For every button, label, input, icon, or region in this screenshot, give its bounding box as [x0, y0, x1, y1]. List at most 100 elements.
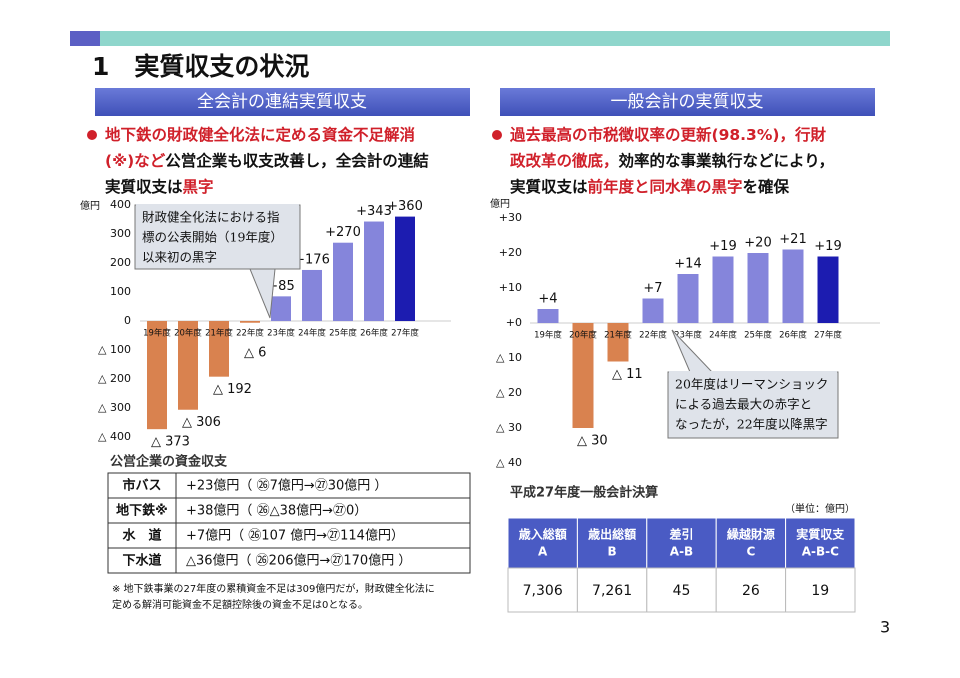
bar [364, 221, 384, 321]
x-tick-label: 23年度 [674, 330, 702, 341]
x-tick-label: 23年度 [267, 328, 295, 339]
bullet-line: 地下鉄の財政健全化法に定める資金不足解消 [105, 125, 415, 144]
right-header-box [500, 88, 875, 116]
x-tick-label: 22年度 [236, 328, 264, 339]
accent-bar [100, 31, 890, 46]
table-title: 公営企業の資金収支 [110, 454, 228, 470]
table-cell [175, 547, 471, 574]
cell-value: 7,261 [592, 583, 632, 599]
y-tick-label: △ 100 [98, 343, 131, 356]
cell-value: 26 [742, 583, 760, 599]
x-tick-label: 19年度 [143, 328, 171, 339]
value-label: +343 [356, 204, 392, 219]
table-cell [715, 567, 787, 613]
table-cell [576, 567, 648, 613]
column-header: 歳入総額 [519, 527, 567, 542]
right-header: 一般会計の実質収支 [611, 92, 764, 112]
value-label: +7 [643, 281, 662, 296]
bullet [87, 130, 97, 140]
column-header: 差引 [668, 527, 693, 542]
y-tick-label: 0 [124, 314, 131, 327]
y-tick-label: 200 [110, 256, 131, 269]
header-cell [785, 517, 856, 569]
bar [677, 274, 699, 323]
y-unit: 億円 [490, 197, 510, 210]
header-cell [507, 517, 578, 569]
bullet-segment: 地下鉄の財政健全化法に定める資金不足解消 [105, 125, 415, 144]
table-cell [507, 567, 578, 613]
value-label: △ 6 [244, 346, 266, 361]
bar [209, 321, 229, 377]
bullet [492, 130, 502, 140]
y-tick-label: +20 [499, 246, 522, 259]
annotation: 財政健全化法における指 [142, 210, 280, 225]
header-cell [715, 517, 787, 569]
x-tick-label: 26年度 [360, 328, 388, 339]
x-tick-label: 27年度 [391, 328, 419, 339]
y-tick-label: △ 40 [496, 456, 522, 469]
header-cell [576, 517, 648, 569]
x-tick-label: 20年度 [174, 328, 202, 339]
bullet-segment: 過去最高の市税徴収率の更新(98.3%)，行財 [509, 125, 826, 144]
row-value: +38億円（ ㉖△38億円→㉗0） [186, 503, 367, 519]
left-header: 全会計の連結実質収支 [197, 92, 367, 112]
table-cell [646, 567, 717, 613]
header-cell [646, 517, 717, 569]
left-header-box [95, 88, 470, 116]
value-label: +85 [267, 279, 294, 294]
x-tick-label: 21年度 [205, 328, 233, 339]
bar [178, 321, 198, 410]
value-label: △ 306 [182, 415, 221, 430]
cell-value: 19 [811, 583, 829, 599]
x-tick-label: 25年度 [329, 328, 357, 339]
value-label: +4 [538, 292, 557, 307]
value-label: △ 192 [213, 382, 252, 397]
bullet-line: 過去最高の市税徴収率の更新(98.3%)，行財 [509, 125, 826, 144]
table-cell [785, 567, 856, 613]
x-tick-label: 24年度 [709, 330, 737, 341]
bullet-segment: 実質収支は [510, 177, 588, 196]
note: 定める解消可能資金不足額控除後の資金不足は0となる。 [112, 598, 368, 611]
bar [782, 249, 804, 323]
row-value: +23億円（ ㉖7億円→㉗30億円 ） [186, 478, 387, 494]
bullet-segment: 公営企業も収支改善し，全会計の連結 [165, 151, 429, 170]
column-header: C [746, 545, 755, 559]
x-tick-label: 19年度 [534, 330, 562, 341]
slide-title: 1 実質収支の状況 [92, 52, 309, 81]
cell-value: 45 [673, 583, 691, 599]
unit: （単位：億円） [785, 502, 855, 515]
annotation: 標の公表開始（19年度） [142, 230, 283, 245]
bar [147, 321, 167, 430]
page-number: 3 [880, 618, 890, 637]
column-header: A-B [670, 545, 693, 559]
row-value: △36億円（ ㉖206億円→㉗170億円 ） [186, 553, 411, 569]
column-header: 実質収支 [796, 527, 845, 542]
value-label: +14 [674, 257, 701, 272]
table-cell [107, 472, 177, 499]
y-tick-label: △ 300 [98, 401, 131, 414]
annotation: による過去最大の赤字と [675, 397, 812, 412]
column-header: B [608, 545, 617, 559]
y-tick-label: △ 200 [98, 372, 131, 385]
column-header: 歳出総額 [588, 527, 636, 542]
x-tick-label: 26年度 [779, 330, 807, 341]
x-tick-label: 22年度 [639, 330, 667, 341]
bullet-segment: 政改革の徹底， [510, 151, 619, 170]
table-cell [107, 547, 177, 574]
callout-cover [669, 371, 837, 374]
bar [712, 256, 734, 323]
y-tick-label: △ 10 [496, 351, 522, 364]
x-tick-label: 20年度 [569, 330, 597, 341]
bullet-segment: 効率的な事業執行などにより， [619, 151, 835, 170]
row-label: 市バス [122, 478, 161, 494]
x-tick-label: 21年度 [604, 330, 632, 341]
y-tick-label: △ 30 [496, 421, 522, 434]
y-tick-label: 300 [110, 227, 131, 240]
row-label: 水 道 [122, 528, 161, 544]
bar [642, 298, 664, 323]
value-label: +20 [744, 236, 771, 251]
table-cell [107, 497, 177, 524]
bullet-segment: (※)など [105, 152, 166, 170]
row-label: 地下鉄※ [116, 503, 168, 519]
